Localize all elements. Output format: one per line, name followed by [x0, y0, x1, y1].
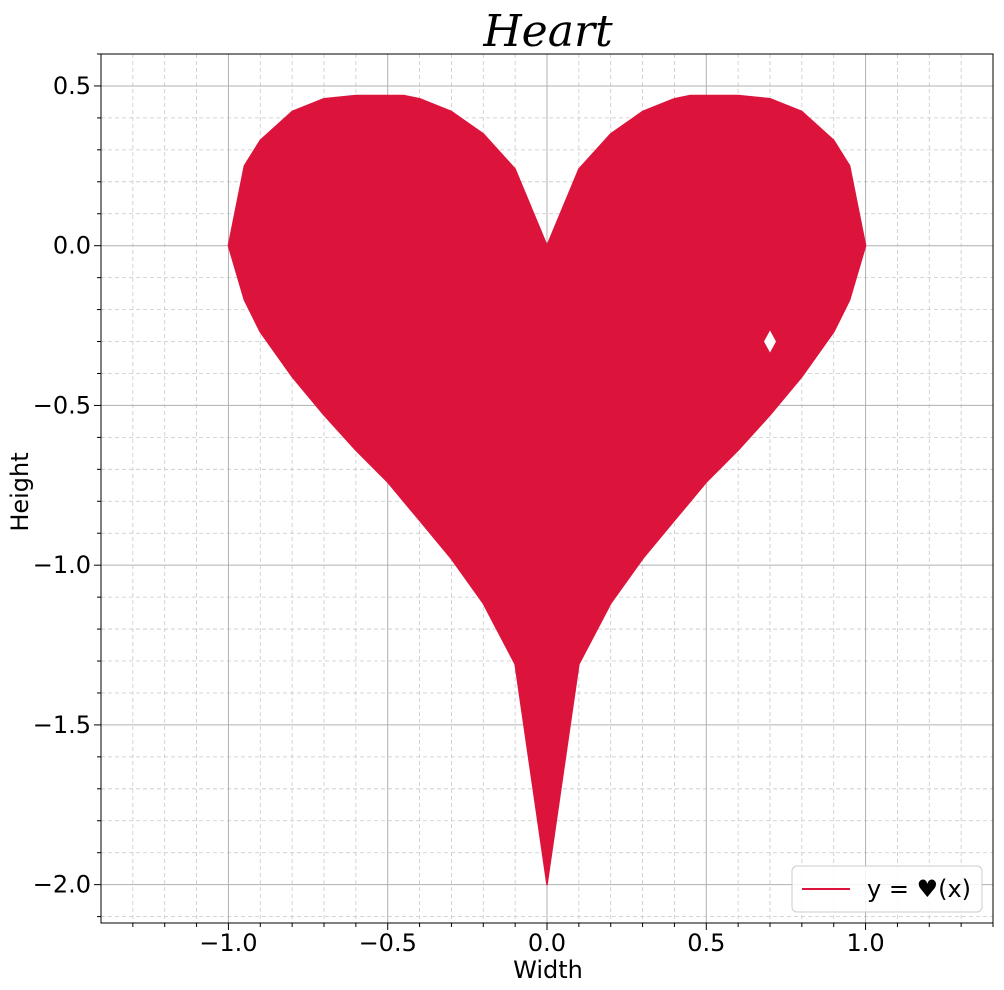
y-axis-label: Height [6, 452, 34, 531]
y-tick-label: −0.5 [33, 391, 91, 419]
y-tick-label: −2.0 [33, 871, 91, 899]
x-tick-label: 0.5 [687, 929, 725, 957]
heart-area [227, 94, 867, 886]
x-tick-label: −0.5 [359, 929, 417, 957]
plot-content [227, 94, 867, 886]
x-tick-label: −1.0 [199, 929, 257, 957]
legend-series-label: y = ♥(x) [867, 875, 971, 903]
x-tick-label: 0.0 [528, 929, 566, 957]
chart-title: Heart [482, 6, 613, 57]
y-tick-label: 0.0 [53, 232, 91, 260]
y-tick-label: 0.5 [53, 72, 91, 100]
y-axis-ticks: 0.5 0.0 −0.5 −1.0 −1.5 −2.0 [33, 53, 101, 918]
legend-box [791, 865, 983, 913]
y-tick-label: −1.0 [33, 551, 91, 579]
y-tick-label: −1.5 [33, 711, 91, 739]
legend[interactable]: y = ♥(x) [791, 865, 983, 913]
x-tick-label: 1.0 [846, 929, 884, 957]
x-axis-label: Width [513, 956, 583, 984]
x-axis-ticks: −1.0 −0.5 0.0 0.5 1.0 [132, 923, 994, 957]
diamond-marker [764, 330, 776, 353]
